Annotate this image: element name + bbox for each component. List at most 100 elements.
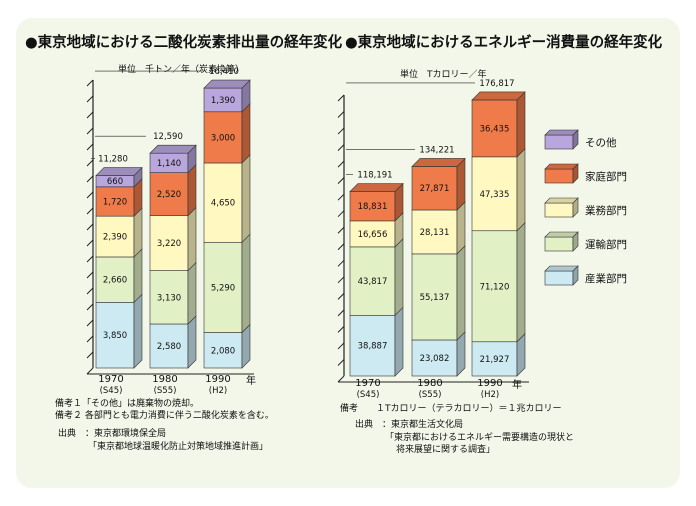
co2-value-label: 2,390	[103, 233, 127, 243]
legend-label-industry: 産業部門	[585, 272, 627, 285]
energy-grid-tick	[337, 193, 345, 201]
co2-grid-tick	[86, 159, 94, 167]
energy-bar-1980-household	[411, 157, 466, 211]
energy-value-label: 23,082	[420, 354, 450, 364]
energy-source-org: ：東京都生活文化局	[382, 418, 463, 430]
energy-era-label: (S45)	[357, 390, 380, 400]
energy-value-label: 36,435	[480, 124, 510, 134]
energy-bar-1980-business	[411, 201, 466, 255]
co2-chart-title: ●東京地域における二酸化炭素排出量の経年変化	[25, 33, 343, 51]
co2-source-doc: 「東京都地球温暖化防止対策地域推進計画」	[88, 440, 268, 452]
energy-grid-tick	[337, 226, 345, 234]
co2-total-1990: 16,410	[209, 67, 239, 77]
energy-value-label: 28,131	[420, 228, 450, 238]
legend-label-transport: 運輸部門	[585, 238, 627, 251]
co2-grid-tick	[86, 79, 94, 87]
co2-bar-1970-household	[95, 178, 143, 217]
energy-grid-tick	[337, 342, 345, 350]
co2-year-unit: 年	[246, 374, 256, 387]
legend-item-business: 業務部門	[544, 197, 627, 218]
energy-grid-tick	[337, 359, 345, 366]
co2-grid-tick	[86, 111, 94, 119]
co2-year-label: 1990	[205, 374, 230, 385]
energy-bar-1990-transport	[471, 222, 526, 343]
energy-grid-tick	[337, 259, 345, 267]
energy-bar-top-1990	[471, 91, 526, 101]
energy-grid-tick	[337, 326, 345, 333]
legend-item-other: その他	[544, 129, 617, 150]
energy-total-1970: 118,191	[357, 170, 392, 180]
legend-label-other: その他	[585, 136, 617, 149]
energy-value-label: 21,927	[480, 355, 510, 365]
co2-value-label: 660	[107, 177, 123, 187]
energy-value-label: 27,871	[420, 184, 450, 194]
co2-grid-tick	[86, 367, 94, 375]
co2-value-label: 5,290	[211, 283, 235, 293]
energy-bar-1970-business	[349, 212, 404, 248]
energy-grid-tick	[337, 127, 345, 135]
energy-bar-1990-industry	[471, 333, 526, 377]
legend-label-household: 家庭部門	[585, 170, 627, 183]
energy-total-1990: 176,817	[479, 79, 514, 89]
energy-year-label: 1990	[477, 378, 502, 389]
co2-chart: 3,850 2,660 2,390 1,720 660 11,280 1970(S45) 2,…	[86, 67, 256, 396]
co2-grid-tick	[86, 143, 94, 151]
energy-source-doc: 「東京都におけるエネルギー需要構造の現状と	[385, 431, 574, 443]
energy-value-label: 71,120	[480, 282, 510, 292]
energy-value-label: 38,887	[358, 342, 388, 352]
energy-era-label: (H2)	[481, 390, 499, 400]
energy-value-label: 55,137	[420, 293, 450, 303]
energy-grid-tick	[337, 177, 345, 185]
energy-grid-tick	[337, 111, 345, 118]
co2-grid-tick	[86, 127, 94, 135]
co2-grid-tick	[86, 207, 94, 215]
co2-grid-tick	[86, 351, 94, 359]
energy-note: 備考 １Tカロリー（テラカロリー）＝１兆カロリー	[340, 402, 562, 414]
co2-value-label: 3,850	[103, 331, 127, 341]
co2-value-label: 1,390	[211, 96, 235, 106]
co2-grid-tick	[86, 287, 94, 295]
energy-year-label: 1980	[417, 378, 442, 389]
legend-item-transport: 運輸部門	[544, 231, 627, 252]
co2-grid-tick	[86, 303, 94, 311]
co2-value-label: 1,140	[157, 159, 181, 169]
energy-bar-1990-household	[471, 91, 526, 158]
co2-era-label: (S45)	[100, 386, 123, 396]
co2-bar-1980-household	[149, 163, 197, 217]
energy-grid-tick	[337, 292, 345, 300]
co2-note-1: 備考１「その他」は廃棄物の焼却。	[55, 397, 199, 409]
co2-bar-top-1990	[203, 79, 251, 89]
energy-value-label: 43,817	[358, 277, 388, 287]
co2-value-label: 2,580	[157, 342, 181, 352]
energy-source-doc-2: 将来展望に関する調査」	[396, 443, 495, 455]
co2-year-label: 1980	[152, 374, 177, 385]
co2-grid-tick	[86, 95, 94, 103]
co2-grid-tick	[86, 335, 94, 343]
co2-value-label: 2,080	[211, 346, 235, 356]
energy-year-unit: 年	[512, 378, 522, 391]
energy-bar-top-1970	[349, 183, 404, 192]
energy-bar-1970-industry	[349, 306, 404, 377]
energy-value-label: 16,656	[358, 230, 388, 240]
energy-grid-tick	[337, 144, 345, 151]
co2-grid-tick	[86, 319, 94, 327]
co2-total-1970: 11,280	[98, 155, 128, 165]
energy-value-label: 18,831	[358, 202, 388, 212]
legend-item-household: 家庭部門	[544, 163, 627, 184]
energy-chart-title: ●東京地域におけるエネルギー消費量の経年変化	[345, 33, 663, 51]
co2-unit-label: 単位 千トン／年（炭素換算）	[118, 63, 244, 75]
co2-bar-1990-business	[203, 154, 251, 244]
co2-bar-1980-business	[149, 206, 197, 272]
co2-value-label: 3,000	[211, 133, 235, 143]
energy-grid-tick	[337, 375, 345, 383]
co2-bar-top-1980	[149, 144, 197, 154]
co2-value-label: 3,220	[157, 239, 181, 249]
legend-item-industry: 産業部門	[544, 265, 627, 286]
co2-value-label: 1,720	[103, 198, 127, 208]
co2-value-label: 3,130	[157, 293, 181, 303]
energy-era-label: (S55)	[419, 390, 442, 400]
co2-era-label: (S55)	[154, 386, 177, 396]
energy-grid-tick	[337, 94, 345, 102]
